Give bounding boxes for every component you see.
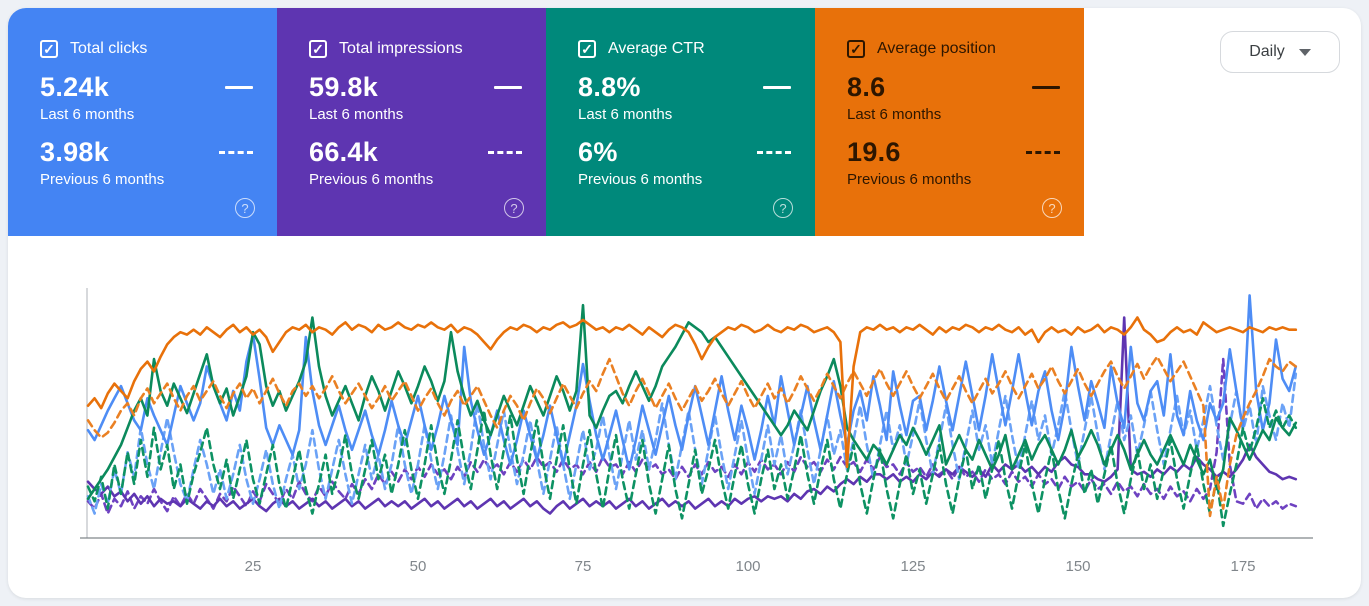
previous-value: 3.98k: [40, 137, 110, 167]
x-axis-label: 150: [1065, 558, 1090, 575]
chart-line-position-last: [86, 316, 1298, 469]
metric-card-average-position[interactable]: ✓ Average position 8.6 Last 6 months 19.…: [815, 8, 1084, 236]
previous-value: 6%: [578, 137, 618, 167]
previous-period-label: Previous 6 months: [578, 171, 703, 188]
current-period-label: Last 6 months: [40, 106, 135, 123]
x-axis-label: 175: [1230, 558, 1255, 575]
dashed-line-indicator: [488, 151, 522, 154]
solid-line-indicator: [494, 85, 522, 90]
card-label: Total impressions: [339, 40, 463, 57]
dashed-line-indicator: [757, 151, 791, 154]
period-dropdown-label: Daily: [1249, 43, 1285, 60]
current-value: 8.8%: [578, 72, 641, 102]
x-axis-label: 100: [735, 558, 760, 575]
chart-line-ctr-last: [86, 303, 1298, 501]
checkbox-icon[interactable]: ✓: [309, 40, 327, 58]
dashboard-panel: ✓ Total clicks 5.24k Last 6 months 3.98k…: [8, 8, 1361, 598]
previous-value: 66.4k: [309, 137, 379, 167]
current-period-label: Last 6 months: [309, 106, 404, 123]
help-icon[interactable]: ?: [1042, 198, 1062, 218]
previous-period-label: Previous 6 months: [847, 171, 972, 188]
performance-chart: 25 50 75 100 125 150 175: [8, 258, 1361, 588]
help-icon[interactable]: ?: [773, 198, 793, 218]
current-value: 8.6: [847, 72, 886, 102]
help-icon[interactable]: ?: [504, 198, 524, 218]
x-axis-label: 50: [410, 558, 427, 575]
previous-period-label: Previous 6 months: [309, 171, 434, 188]
metric-card-average-ctr[interactable]: ✓ Average CTR 8.8% Last 6 months 6% Prev…: [546, 8, 815, 236]
metric-card-total-impressions[interactable]: ✓ Total impressions 59.8k Last 6 months …: [277, 8, 546, 236]
period-dropdown[interactable]: Daily: [1220, 31, 1340, 73]
x-axis-label: 25: [245, 558, 262, 575]
current-value: 5.24k: [40, 72, 110, 102]
chart-line-impressions-last: [86, 316, 1298, 515]
help-icon[interactable]: ?: [235, 198, 255, 218]
metric-card-total-clicks[interactable]: ✓ Total clicks 5.24k Last 6 months 3.98k…: [8, 8, 277, 236]
chart-line-ctr-previous: [86, 397, 1298, 528]
chart-line-position-previous: [86, 355, 1298, 518]
solid-line-indicator: [225, 85, 253, 90]
card-label: Average position: [877, 40, 996, 57]
solid-line-indicator: [1032, 85, 1060, 90]
performance-chart-svg: 25 50 75 100 125 150 175: [80, 288, 1313, 575]
chevron-down-icon: [1298, 48, 1311, 56]
checkbox-icon[interactable]: ✓: [847, 40, 865, 58]
dashed-line-indicator: [1026, 151, 1060, 154]
card-label: Average CTR: [608, 40, 705, 57]
card-label: Total clicks: [70, 40, 148, 57]
current-period-label: Last 6 months: [847, 106, 942, 123]
checkbox-icon[interactable]: ✓: [578, 40, 596, 58]
metric-cards-row: ✓ Total clicks 5.24k Last 6 months 3.98k…: [8, 8, 1361, 236]
previous-period-label: Previous 6 months: [40, 171, 165, 188]
chart-line-clicks-previous: [86, 372, 1298, 515]
previous-value: 19.6: [847, 137, 901, 167]
checkbox-icon[interactable]: ✓: [40, 40, 58, 58]
x-axis-label: 125: [900, 558, 925, 575]
current-period-label: Last 6 months: [578, 106, 673, 123]
x-axis-label: 75: [575, 558, 592, 575]
current-value: 59.8k: [309, 72, 379, 102]
solid-line-indicator: [763, 85, 791, 90]
dashed-line-indicator: [219, 151, 253, 154]
